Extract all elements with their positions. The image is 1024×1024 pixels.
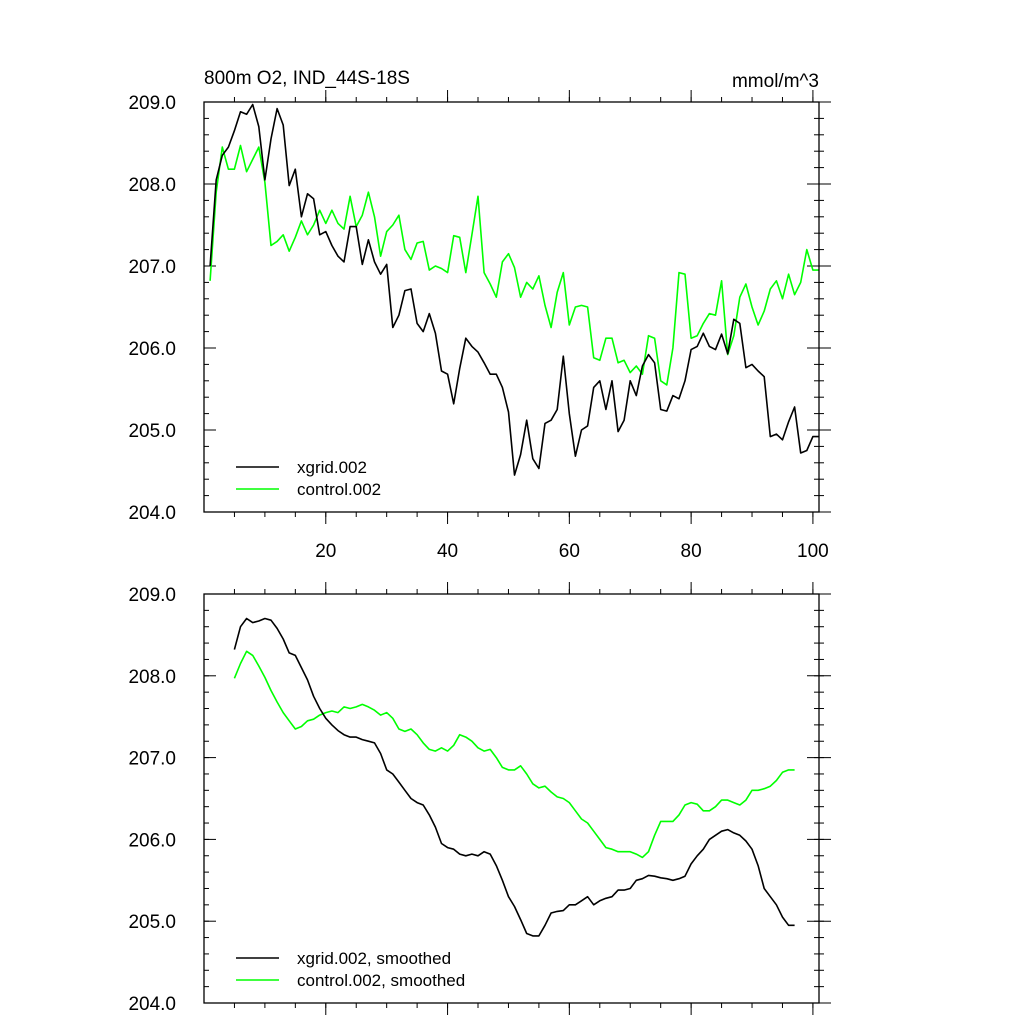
top-panel-y-tick-labels: 204.0 205.0 206.0 207.0 208.0 209.0 [128, 93, 176, 524]
x-tick-label: 60 [559, 541, 580, 562]
y-tick-label: 207.0 [128, 257, 176, 278]
top-panel-x-tick-labels: 20 40 60 80 100 [315, 541, 829, 562]
series-line-control-002 [209, 144, 819, 386]
bottom-panel-legend: xgrid.002, smoothed control.002, smoothed [236, 949, 465, 990]
x-tick-label: 80 [681, 541, 702, 562]
x-tick-label: 100 [797, 541, 829, 562]
top-panel-title: 800m O2, IND_44S-18S [204, 68, 410, 89]
y-tick-label: 208.0 [128, 175, 176, 196]
top-panel-units: mmol/m^3 [732, 71, 819, 92]
bottom-panel-series [233, 617, 795, 937]
y-tick-label: 209.0 [128, 93, 176, 114]
legend-label: xgrid.002 [297, 458, 367, 477]
series-line-xgrid-002 [209, 103, 819, 476]
top-panel: 800m O2, IND_44S-18S mmol/m^3 204.0 205.0… [128, 68, 831, 562]
y-tick-label: 208.0 [128, 667, 176, 688]
y-tick-label: 207.0 [128, 749, 176, 770]
y-tick-label: 205.0 [128, 421, 176, 442]
legend-label: control.002, smoothed [297, 971, 465, 990]
bottom-panel: 204.0 205.0 206.0 207.0 208.0 209.0 xgrid.002… [128, 582, 831, 1015]
y-tick-label: 206.0 [128, 830, 176, 851]
y-tick-label: 204.0 [128, 994, 176, 1015]
y-tick-label: 206.0 [128, 339, 176, 360]
bottom-panel-frame [203, 593, 820, 1004]
bottom-panel-y-tick-labels: 204.0 205.0 206.0 207.0 208.0 209.0 [128, 585, 176, 1015]
top-panel-legend: xgrid.002 control.002 [236, 458, 381, 499]
x-tick-label: 40 [437, 541, 458, 562]
x-tick-label: 20 [315, 541, 336, 562]
series-line-control-002-smoothed [233, 650, 795, 859]
legend-label: control.002 [297, 480, 381, 499]
top-panel-series [209, 103, 819, 476]
y-tick-label: 209.0 [128, 585, 176, 606]
top-panel-frame [203, 101, 820, 513]
legend-label: xgrid.002, smoothed [297, 949, 451, 968]
y-tick-label: 204.0 [128, 503, 176, 524]
series-line-xgrid-002-smoothed [233, 617, 795, 937]
y-tick-label: 205.0 [128, 912, 176, 933]
